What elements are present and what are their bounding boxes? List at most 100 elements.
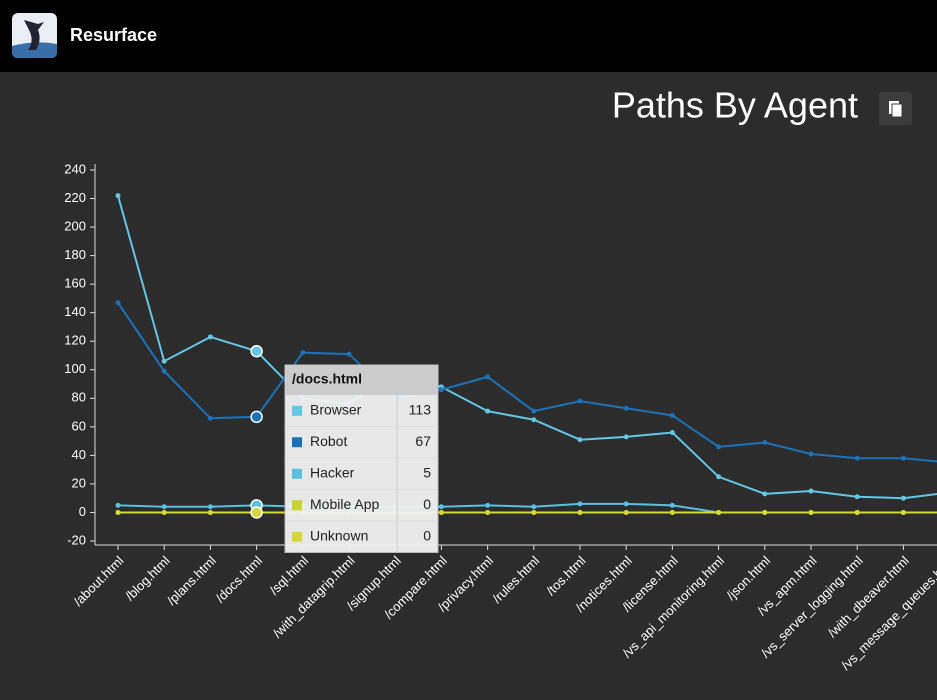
data-point bbox=[623, 509, 629, 515]
data-point bbox=[531, 408, 537, 414]
data-point bbox=[762, 440, 768, 446]
data-point bbox=[250, 506, 263, 519]
data-point bbox=[161, 504, 167, 510]
data-point bbox=[808, 488, 814, 494]
data-point bbox=[716, 444, 722, 450]
data-point bbox=[808, 509, 814, 515]
data-point bbox=[669, 509, 675, 515]
series-line bbox=[117, 302, 937, 463]
data-point bbox=[115, 300, 121, 306]
x-tick-label: /rules.html bbox=[489, 553, 542, 606]
data-point bbox=[577, 437, 583, 443]
data-point bbox=[854, 494, 860, 500]
logo-tail bbox=[24, 20, 44, 50]
data-point bbox=[531, 417, 537, 423]
data-point bbox=[623, 405, 629, 411]
data-point bbox=[900, 509, 906, 515]
logo-wave bbox=[12, 42, 57, 58]
app-name[interactable]: Resurface bbox=[70, 25, 157, 45]
data-point bbox=[207, 509, 213, 515]
data-point bbox=[161, 368, 167, 374]
x-tick-label: /with_dbeaver.html bbox=[825, 553, 912, 640]
data-point bbox=[438, 504, 444, 510]
data-point bbox=[115, 509, 121, 515]
tooltip-swatch bbox=[292, 500, 302, 511]
data-point bbox=[900, 455, 906, 461]
y-tick-label: 220 bbox=[64, 190, 86, 205]
plot: -20 0 20 40 60 80 100 120 140 160 180 200 220 240/abo… bbox=[64, 161, 937, 673]
data-point bbox=[115, 193, 121, 199]
data-point bbox=[485, 408, 491, 414]
data-point bbox=[577, 501, 583, 507]
data-point bbox=[808, 451, 814, 457]
y-tick-label: 80 bbox=[72, 390, 86, 405]
tooltip-series-name: Unknown bbox=[310, 527, 368, 543]
copy-icon bbox=[891, 103, 903, 118]
data-point bbox=[485, 502, 491, 508]
tooltip-value: 5 bbox=[423, 464, 431, 480]
x-tick-label: /about.html bbox=[70, 553, 126, 609]
data-point bbox=[577, 509, 583, 515]
tooltip-title: /docs.html bbox=[292, 371, 362, 387]
series-line bbox=[117, 502, 937, 514]
tooltip-swatch bbox=[292, 468, 302, 479]
data-point bbox=[207, 504, 213, 510]
tooltip-swatch bbox=[292, 437, 302, 448]
x-tick-label: /docs.html bbox=[213, 553, 266, 606]
tooltip-swatch bbox=[292, 405, 302, 416]
y-tick-label: 60 bbox=[72, 418, 86, 433]
y-tick-label: 140 bbox=[64, 304, 86, 319]
data-point bbox=[346, 351, 352, 357]
copy-button[interactable] bbox=[879, 92, 912, 125]
tooltip-swatch bbox=[292, 531, 302, 542]
tooltip-value: 0 bbox=[423, 496, 431, 512]
top-bar bbox=[0, 0, 937, 72]
data-point bbox=[207, 415, 213, 421]
y-tick-label: 120 bbox=[64, 333, 86, 348]
tooltip-value: 67 bbox=[415, 433, 431, 449]
data-point bbox=[531, 504, 537, 510]
y-tick-label: 20 bbox=[72, 475, 86, 490]
data-point bbox=[577, 398, 583, 404]
y-tick-label: 200 bbox=[64, 219, 86, 234]
data-point bbox=[669, 412, 675, 418]
data-point bbox=[300, 350, 306, 356]
tooltip-series-name: Robot bbox=[310, 433, 347, 449]
data-point bbox=[669, 430, 675, 436]
data-point bbox=[485, 374, 491, 380]
chart-title: Paths By Agent bbox=[612, 85, 858, 126]
y-tick-label: 100 bbox=[64, 361, 86, 376]
data-point bbox=[623, 434, 629, 440]
tooltip-series-name: Browser bbox=[310, 401, 362, 417]
data-point bbox=[531, 509, 537, 515]
x-tick-label: /with_datagrip.html bbox=[270, 553, 358, 641]
tooltip-series-name: Mobile App bbox=[310, 496, 379, 512]
data-point bbox=[485, 509, 491, 515]
data-point bbox=[438, 509, 444, 515]
tooltip-header bbox=[285, 365, 438, 395]
data-point bbox=[854, 455, 860, 461]
data-point bbox=[207, 334, 213, 340]
data-point bbox=[438, 387, 444, 393]
tooltip-value: 0 bbox=[423, 527, 431, 543]
y-tick-label: 180 bbox=[64, 247, 86, 262]
logo[interactable] bbox=[12, 13, 57, 58]
y-tick-label: -20 bbox=[67, 532, 86, 547]
y-tick-label: 0 bbox=[79, 504, 86, 519]
x-tick-label: /sql.html bbox=[267, 553, 312, 598]
tooltip-series-name: Hacker bbox=[310, 464, 355, 480]
data-point bbox=[900, 495, 906, 501]
data-point bbox=[250, 344, 263, 358]
y-tick-label: 160 bbox=[64, 276, 86, 291]
data-point bbox=[716, 509, 722, 515]
x-tick-label: /plans.html bbox=[164, 553, 219, 608]
data-point bbox=[716, 474, 722, 480]
data-point bbox=[161, 509, 167, 515]
data-point bbox=[762, 509, 768, 515]
data-point bbox=[669, 502, 675, 508]
series-line bbox=[117, 195, 937, 500]
y-tick-label: 240 bbox=[64, 161, 86, 176]
data-point bbox=[623, 501, 629, 507]
